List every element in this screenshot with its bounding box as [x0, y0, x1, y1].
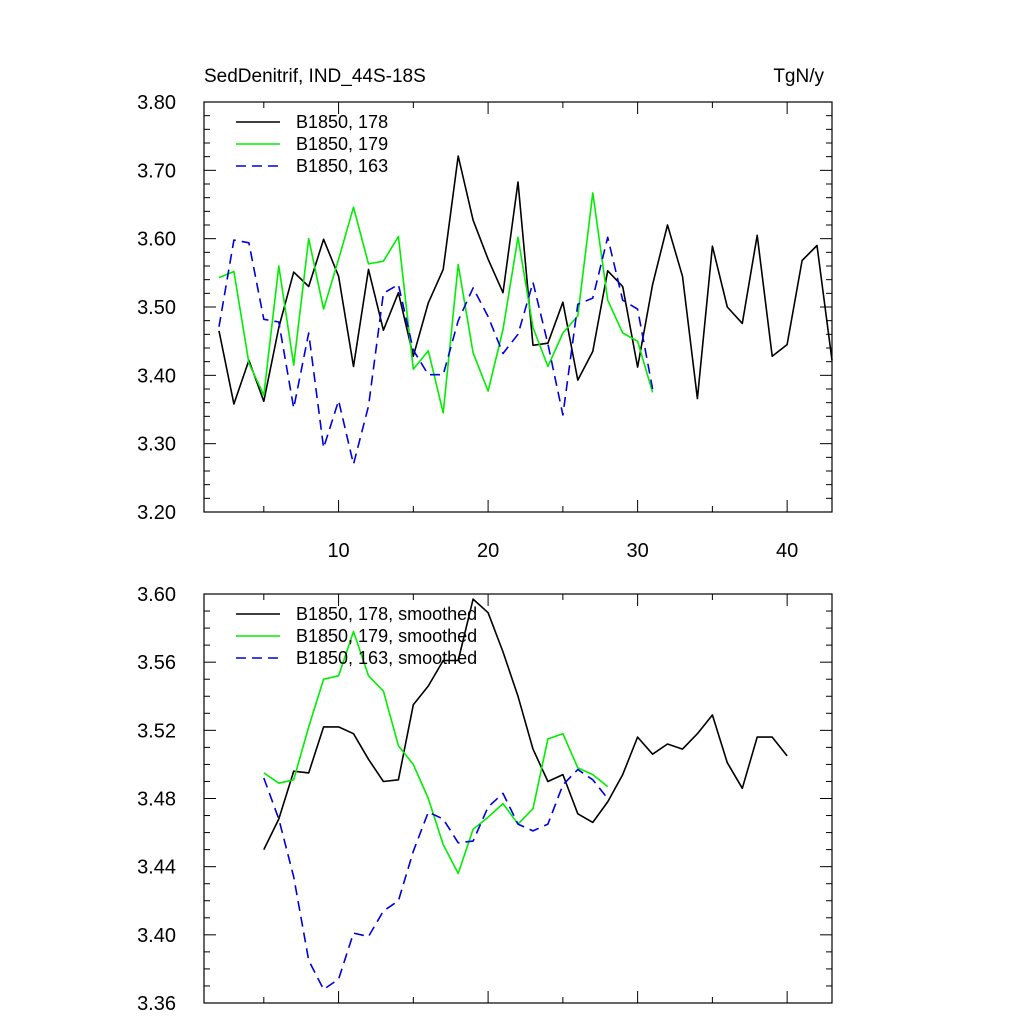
bottom-panel: 3.36 3.40 3.44 3.48 3.52 3.56 3.60 B1850, 178, … [137, 584, 833, 1015]
bottom-y-tick-label: 3.52 [137, 720, 176, 742]
top-legend-label-2: B1850, 179 [296, 134, 388, 154]
top-y-tick-label: 3.60 [137, 229, 176, 251]
top-y-tick-label: 3.30 [137, 434, 176, 456]
bottom-y-tick-label: 3.60 [137, 584, 176, 606]
top-y-tick-label: 3.20 [137, 502, 176, 524]
bottom-series-line-2 [263, 630, 609, 875]
bottom-series-line-1 [263, 598, 788, 850]
bottom-legend-label-3: B1850, 163, smoothed [296, 648, 477, 668]
top-panel: 3.20 3.30 3.40 3.50 3.60 3.70 3.80 10 20 30 40 SedD… [137, 66, 833, 562]
bottom-legend-label-2: B1850, 179, smoothed [296, 626, 477, 646]
bottom-legend-label-1: B1850, 178, smoothed [296, 604, 477, 624]
top-series-line-3 [218, 236, 654, 466]
top-series-line-1 [218, 155, 833, 405]
top-units-label: TgN/y [773, 66, 824, 87]
top-chart-title: SedDenitrif, IND_44S-18S [204, 66, 426, 87]
bottom-y-tick-label: 3.40 [137, 925, 176, 947]
top-legend-label-3: B1850, 163 [296, 156, 388, 176]
top-y-tick-label: 3.70 [137, 160, 176, 182]
top-y-tick-label: 3.40 [137, 365, 176, 387]
top-legend-label-1: B1850, 178 [296, 112, 388, 132]
bottom-y-tick-label: 3.44 [137, 857, 176, 879]
bottom-y-tick-label: 3.56 [137, 652, 176, 674]
top-series-line-2 [218, 192, 654, 414]
top-y-tick-label: 3.50 [137, 297, 176, 319]
top-y-tick-label: 3.80 [137, 92, 176, 114]
top-x-tick-label: 20 [477, 540, 499, 562]
bottom-y-tick-label: 3.36 [137, 993, 176, 1015]
bottom-y-tick-label: 3.48 [137, 789, 176, 811]
top-x-tick-label: 40 [776, 540, 798, 562]
bottom-series-line-3 [263, 768, 609, 991]
top-x-tick-label: 10 [327, 540, 349, 562]
top-x-tick-label: 30 [626, 540, 648, 562]
